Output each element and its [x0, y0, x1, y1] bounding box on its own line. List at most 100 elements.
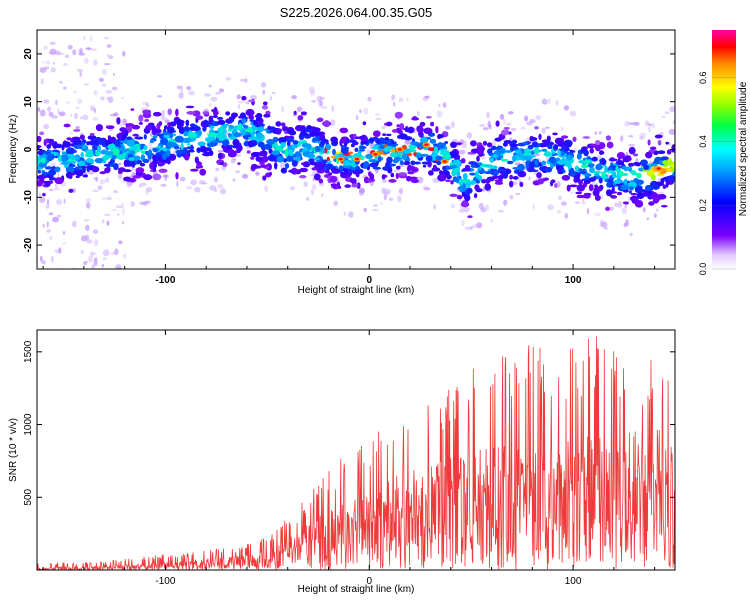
heatmap-cell — [209, 117, 213, 122]
heatmap-cell — [487, 142, 493, 148]
heatmap-cell — [156, 123, 161, 130]
heatmap-cell — [422, 165, 427, 168]
heatmap-cell — [257, 141, 265, 148]
heatmap-cell — [512, 154, 517, 163]
heatmap-cell — [546, 141, 555, 146]
heatmap-cell — [280, 141, 286, 148]
heatmap-cell — [122, 180, 126, 184]
heatmap-cell — [479, 124, 486, 127]
heatmap-cell — [83, 271, 88, 275]
heatmap-cell — [292, 113, 298, 117]
heatmap-cell — [91, 252, 97, 255]
heatmap-cell — [43, 45, 48, 50]
heatmap-cell — [89, 133, 95, 137]
heatmap-cell — [388, 163, 396, 167]
heatmap-cell — [489, 157, 494, 163]
heatmap-cell — [105, 89, 113, 94]
heatmap-cell — [126, 136, 133, 141]
heatmap-cell — [209, 125, 215, 129]
heatmap-cell — [517, 154, 524, 158]
heatmap-cell — [541, 127, 546, 134]
heatmap-cell — [130, 145, 138, 151]
heatmap-cell — [369, 162, 379, 168]
heatmap-cell — [262, 155, 269, 163]
heatmap-cell — [528, 176, 531, 181]
heatmap-cell — [217, 149, 224, 153]
heatmap-cell — [68, 188, 74, 193]
heatmap-cell — [492, 154, 498, 158]
y-tick-label: -10 — [23, 190, 34, 205]
heatmap-cell — [418, 157, 423, 160]
heatmap-cell — [233, 132, 242, 138]
heatmap-cell — [38, 192, 41, 197]
heatmap-cell — [430, 121, 434, 127]
heatmap-cell — [628, 146, 636, 155]
heatmap-cell — [49, 169, 56, 175]
heatmap-cell — [347, 168, 353, 174]
heatmap-cell — [161, 152, 167, 160]
heatmap-cell — [564, 213, 569, 219]
heatmap-cell — [105, 125, 115, 129]
heatmap-cell — [101, 83, 107, 88]
heatmap-cell — [183, 131, 189, 137]
heatmap-cell — [558, 195, 562, 201]
heatmap-cell — [647, 139, 651, 146]
heatmap-cell — [333, 200, 339, 207]
heatmap-cell — [149, 162, 155, 170]
heatmap-cell — [295, 125, 304, 132]
heatmap-cell — [536, 172, 542, 179]
heatmap-cell — [91, 48, 97, 51]
heatmap-cell — [37, 135, 42, 143]
heatmap-cell — [101, 160, 106, 164]
heatmap-cell — [626, 157, 632, 161]
heatmap-cell — [51, 275, 58, 281]
colorbar-tick-label: 0.6 — [698, 72, 708, 85]
heatmap-cell — [467, 215, 473, 219]
heatmap-cell — [122, 208, 125, 216]
heatmap-cell — [570, 192, 574, 195]
heatmap-cell — [147, 122, 155, 126]
heatmap-cell — [454, 167, 461, 172]
heatmap-cell — [102, 257, 108, 261]
heatmap-cell — [501, 159, 509, 162]
heatmap-cell — [520, 182, 524, 188]
heatmap-cell — [470, 140, 477, 147]
heatmap-cell — [437, 145, 446, 149]
colorbar-tick-label: 0.4 — [698, 135, 708, 148]
heatmap-cell — [102, 197, 106, 200]
heatmap-cell — [353, 133, 357, 139]
heatmap-cell — [462, 173, 468, 180]
heatmap-cell — [84, 57, 89, 65]
heatmap-cell — [38, 197, 46, 203]
heatmap-cell — [666, 168, 673, 172]
heatmap-cell — [515, 169, 520, 172]
heatmap-cell — [261, 147, 266, 150]
heatmap-cell — [60, 275, 62, 281]
heatmap-cell — [319, 100, 323, 107]
heatmap-cell — [483, 140, 487, 146]
heatmap-cell — [328, 172, 333, 176]
heatmap-cell — [462, 168, 471, 172]
heatmap-cell — [83, 35, 86, 40]
heatmap-cell — [503, 127, 510, 130]
heatmap-cell — [458, 150, 466, 155]
heatmap-cell — [497, 175, 504, 180]
heatmap-cell — [499, 113, 505, 120]
heatmap-cell — [252, 152, 261, 157]
heatmap-cell — [395, 172, 399, 180]
heatmap-cell — [288, 130, 296, 136]
heatmap-cell — [589, 148, 594, 154]
heatmap-cell — [635, 200, 643, 208]
heatmap-cell — [134, 136, 144, 140]
heatmap-cell — [140, 150, 147, 155]
heatmap-cell — [138, 122, 143, 125]
heatmap-cell — [539, 166, 546, 171]
heatmap-cell — [407, 171, 415, 175]
heatmap-cell — [263, 113, 271, 118]
heatmap-cell — [410, 179, 419, 183]
heatmap-cell — [592, 189, 600, 197]
heatmap-cell — [541, 98, 548, 105]
heatmap-cell — [340, 136, 348, 142]
heatmap-cell — [450, 141, 457, 148]
